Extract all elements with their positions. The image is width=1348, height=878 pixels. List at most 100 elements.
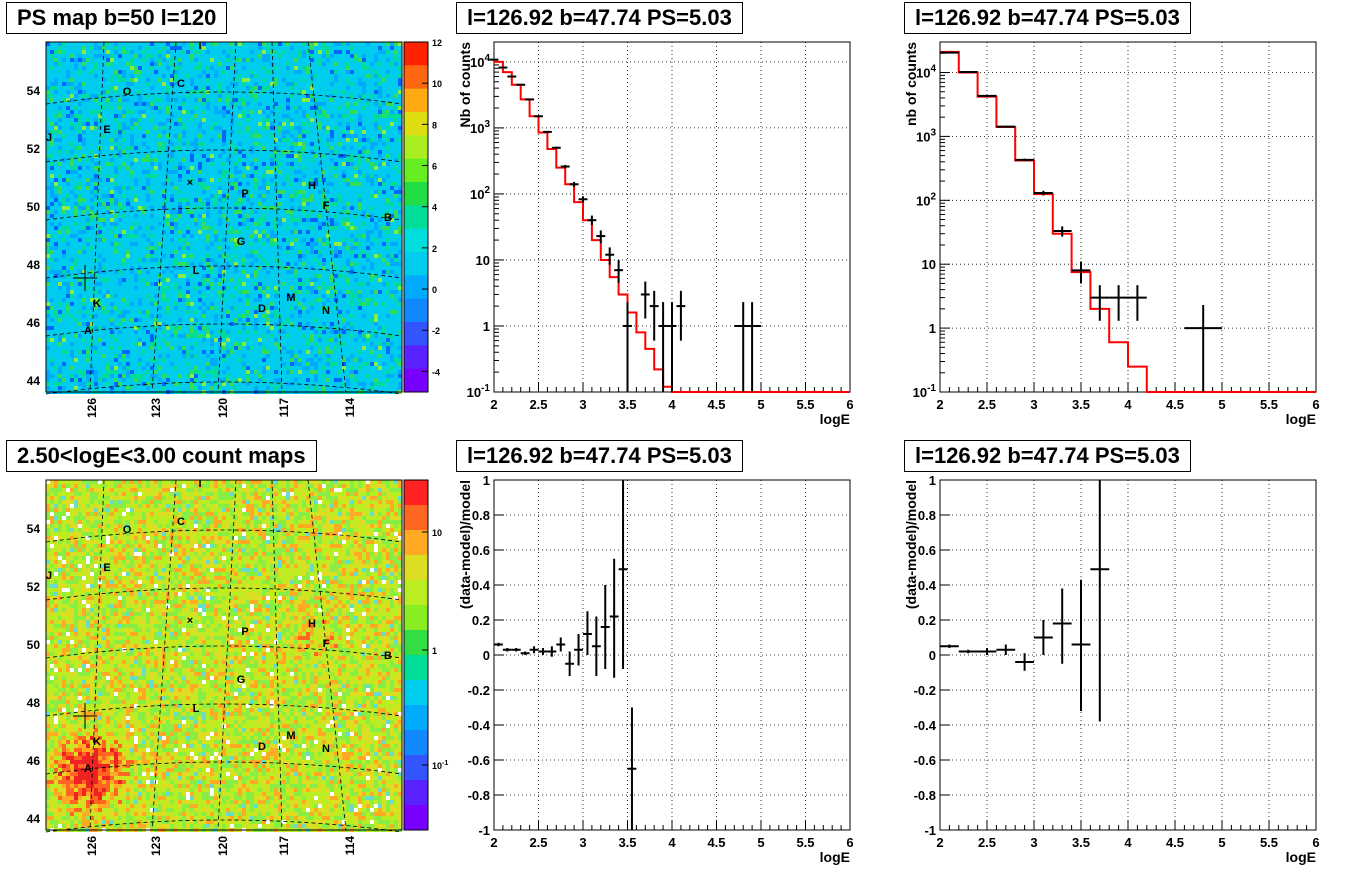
source-label: L	[193, 703, 200, 715]
colorbar-label: 0	[432, 285, 437, 295]
source-label: N	[322, 305, 330, 317]
y-tick-label: -1	[478, 823, 490, 838]
y-tick-label: -0.6	[468, 753, 490, 768]
source-label: O	[123, 524, 132, 536]
data-point	[959, 71, 978, 72]
y-axis-label: Nb of counts	[457, 42, 473, 128]
residual-chart-right-title: l=126.92 b=47.74 PS=5.03	[904, 440, 1191, 472]
source-label: G	[237, 674, 246, 686]
ps-map-title: PS map b=50 l=120	[6, 2, 227, 34]
y-tick-label: 1	[483, 319, 490, 334]
x-tick-label: 6	[846, 835, 853, 850]
y-tick-label: 103	[470, 119, 490, 136]
x-tick-label: 6	[1312, 397, 1319, 412]
colorbar-label: 1	[432, 646, 437, 656]
source-label: K	[93, 736, 101, 748]
data-point	[978, 95, 997, 96]
colorbar-segment	[404, 705, 428, 731]
colorbar-segment	[404, 205, 428, 229]
data-point	[543, 131, 552, 133]
latitude-label: 46	[27, 316, 41, 330]
data-point	[552, 147, 561, 149]
source-label: C	[177, 78, 185, 90]
y-tick-label: 0	[483, 648, 490, 663]
x-axis-label: logE	[1286, 411, 1316, 427]
y-tick-label: 1	[483, 473, 490, 488]
y-tick-label: -0.2	[914, 683, 936, 698]
y-tick-label: 0.6	[472, 543, 490, 558]
x-tick-label: 5.5	[796, 835, 814, 850]
x-tick-label: 3	[1030, 397, 1037, 412]
y-tick-label: 104	[916, 63, 936, 80]
data-point	[534, 116, 543, 118]
x-tick-label: 5	[757, 397, 764, 412]
y-axis-label: nb of counts	[903, 42, 919, 126]
colorbar-segment	[404, 229, 428, 253]
colorbar-segment	[404, 182, 428, 206]
x-tick-label: 4	[1124, 835, 1132, 850]
source-label: B	[384, 650, 392, 662]
x-tick-label: 5.5	[796, 397, 814, 412]
colorbar-segment	[404, 299, 428, 323]
source-label: E	[103, 124, 110, 136]
source-label: B	[384, 212, 392, 224]
source-label: E	[103, 562, 110, 574]
source-label: M	[286, 730, 295, 742]
x-tick-label: 3.5	[618, 397, 636, 412]
x-tick-label: 2.5	[529, 397, 547, 412]
x-tick-label: 2.5	[978, 835, 996, 850]
x-tick-label: 4	[668, 835, 676, 850]
source-label: H	[308, 180, 316, 192]
colorbar-label: 12	[432, 38, 442, 48]
x-tick-label: 5	[1218, 397, 1225, 412]
colorbar-segment	[404, 605, 428, 631]
source-label: A	[84, 763, 92, 775]
x-tick-label: 5.5	[1260, 835, 1278, 850]
y-tick-label: -0.4	[914, 718, 937, 733]
x-tick-label: 3	[579, 835, 586, 850]
data-point	[498, 67, 507, 68]
map-pixels	[46, 480, 402, 832]
colorbar-segment	[404, 555, 428, 581]
x-axis-label: logE	[820, 411, 850, 427]
longitude-label: 120	[216, 398, 230, 418]
source-label: C	[177, 516, 185, 528]
latitude-label: 50	[27, 200, 41, 214]
y-tick-label: 0.2	[918, 613, 936, 628]
longitude-label: 117	[277, 398, 291, 418]
spectrum-chart-right-title: l=126.92 b=47.74 PS=5.03	[904, 2, 1191, 34]
source-label: N	[322, 743, 330, 755]
y-tick-label: -0.8	[914, 788, 936, 803]
source-label: G	[237, 236, 246, 248]
longitude-label: 120	[216, 836, 230, 856]
colorbar-segment	[404, 369, 428, 393]
spectrum-chart-left-title: l=126.92 b=47.74 PS=5.03	[456, 2, 743, 34]
latitude-label: 50	[27, 638, 41, 652]
y-tick-label: 10-1	[913, 383, 937, 400]
colorbar-segment	[404, 252, 428, 276]
longitude-label: 126	[85, 398, 99, 418]
colorbar-segment	[404, 805, 428, 831]
y-tick-label: 0.8	[918, 508, 936, 523]
source-label: O	[123, 86, 132, 98]
source-label: K	[93, 298, 101, 310]
source-label: D	[258, 741, 266, 753]
source-label: L	[193, 265, 200, 277]
latitude-label: 54	[27, 522, 41, 536]
x-axis-label: logE	[1286, 849, 1316, 865]
source-label: J	[46, 570, 52, 582]
y-tick-label: 0.8	[472, 508, 490, 523]
source-label: I	[198, 478, 201, 490]
colorbar-label: 10	[432, 528, 442, 538]
colorbar-label: 2	[432, 244, 437, 254]
x-tick-label: 5	[1218, 835, 1225, 850]
data-point	[1015, 159, 1034, 162]
y-tick-label: 1	[929, 321, 936, 336]
latitude-label: 48	[27, 258, 41, 272]
